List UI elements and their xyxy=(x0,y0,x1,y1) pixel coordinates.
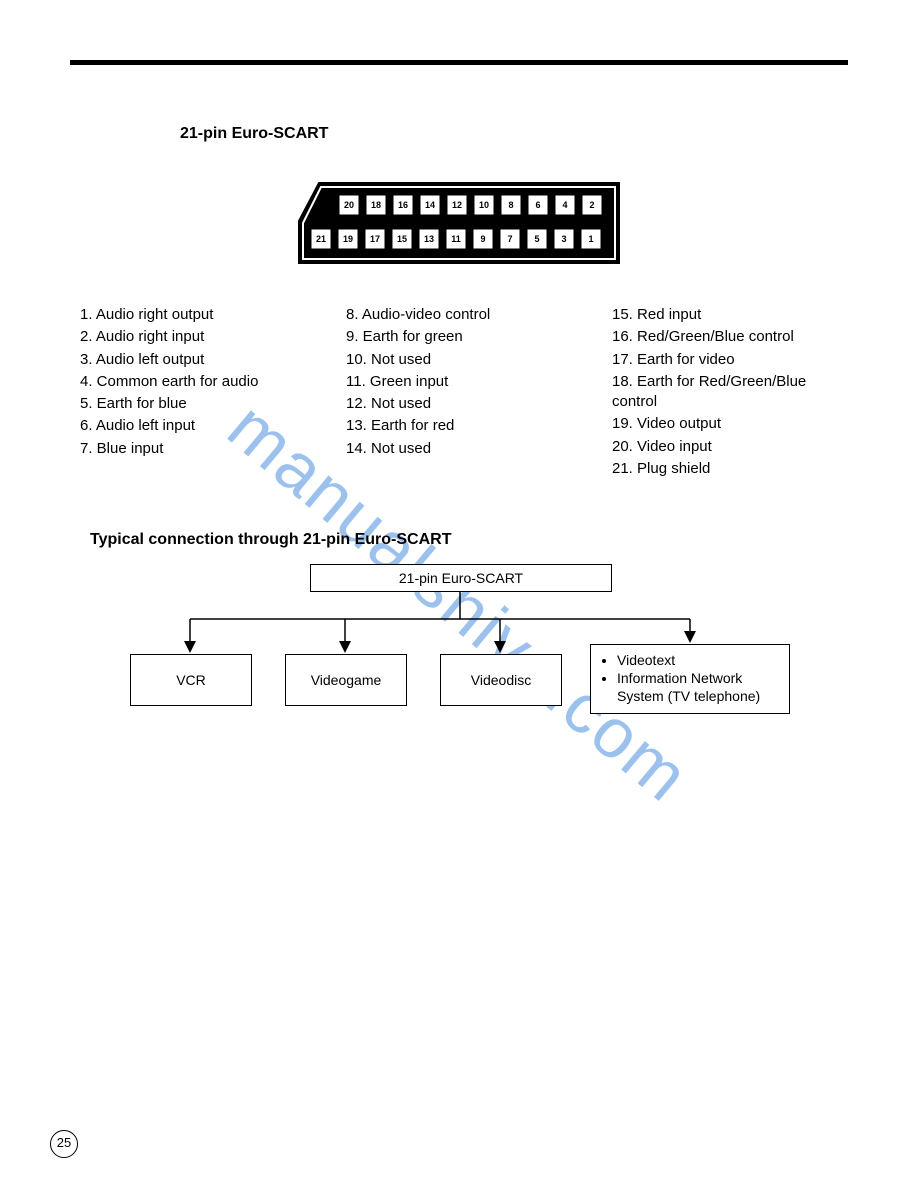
pin-description: 6. Audio left input xyxy=(80,416,306,436)
pin-description: 12. Not used xyxy=(346,394,572,414)
section-title: 21-pin Euro-SCART xyxy=(180,125,848,143)
svg-text:17: 17 xyxy=(370,234,380,244)
svg-text:18: 18 xyxy=(371,200,381,210)
pin-column-1: 1. Audio right output2. Audio right inpu… xyxy=(80,303,306,481)
pin-description: 2. Audio right input xyxy=(80,327,306,347)
svg-text:16: 16 xyxy=(398,200,408,210)
pin-description: 17. Earth for video xyxy=(612,350,838,370)
svg-text:13: 13 xyxy=(424,234,434,244)
svg-text:15: 15 xyxy=(397,234,407,244)
flow-info-item: Information Network System (TV telephone… xyxy=(617,669,779,705)
flow-box-videodisc: Videodisc xyxy=(440,654,562,706)
pin-description: 4. Common earth for audio xyxy=(80,372,306,392)
svg-text:7: 7 xyxy=(507,234,512,244)
connection-flowchart: 21-pin Euro-SCART VCR Videogame Videodis… xyxy=(130,564,790,714)
pin-description: 18. Earth for Red/Green/Blue control xyxy=(612,372,838,413)
pin-description: 21. Plug shield xyxy=(612,459,838,479)
svg-text:11: 11 xyxy=(451,234,461,244)
flow-box-vcr: VCR xyxy=(130,654,252,706)
pin-description-columns: 1. Audio right output2. Audio right inpu… xyxy=(80,303,838,481)
section-heading-2: Typical connection through 21-pin Euro-S… xyxy=(90,531,848,549)
svg-text:14: 14 xyxy=(425,200,435,210)
svg-text:9: 9 xyxy=(480,234,485,244)
svg-text:1: 1 xyxy=(588,234,593,244)
svg-text:12: 12 xyxy=(452,200,462,210)
pin-description: 9. Earth for green xyxy=(346,327,572,347)
pin-description: 20. Video input xyxy=(612,437,838,457)
svg-text:10: 10 xyxy=(479,200,489,210)
flow-box-videogame: Videogame xyxy=(285,654,407,706)
svg-text:2: 2 xyxy=(589,200,594,210)
svg-text:5: 5 xyxy=(534,234,539,244)
flow-top-box: 21-pin Euro-SCART xyxy=(310,564,612,592)
page-number: 25 xyxy=(50,1130,78,1158)
pin-description: 11. Green input xyxy=(346,372,572,392)
pin-description: 14. Not used xyxy=(346,439,572,459)
pin-description: 15. Red input xyxy=(612,305,838,325)
svg-text:21: 21 xyxy=(316,234,326,244)
pin-description: 16. Red/Green/Blue control xyxy=(612,327,838,347)
svg-text:4: 4 xyxy=(562,200,567,210)
pin-description: 5. Earth for blue xyxy=(80,394,306,414)
scart-connector-diagram: 20 18 16 14 12 10 8 6 4 2 21 19 17 15 13 11 9 7 5 3 1 xyxy=(289,173,629,273)
svg-text:6: 6 xyxy=(535,200,540,210)
pin-column-3: 15. Red input16. Red/Green/Blue control 1… xyxy=(612,303,838,481)
svg-text:19: 19 xyxy=(343,234,353,244)
pin-description: 7. Blue input xyxy=(80,439,306,459)
pin-description: 19. Video output xyxy=(612,414,838,434)
pin-description: 10. Not used xyxy=(346,350,572,370)
svg-text:20: 20 xyxy=(344,200,354,210)
svg-text:3: 3 xyxy=(561,234,566,244)
pin-description: 13. Earth for red xyxy=(346,416,572,436)
pin-description: 1. Audio right output xyxy=(80,305,306,325)
svg-text:8: 8 xyxy=(508,200,513,210)
pin-description: 8. Audio-video control xyxy=(346,305,572,325)
pin-description: 3. Audio left output xyxy=(80,350,306,370)
page-content: 21-pin Euro-SCART 2018161412108642 21191… xyxy=(0,0,918,754)
pin-column-2: 8. Audio-video control9. Earth for green… xyxy=(346,303,572,481)
flow-box-info: VideotextInformation Network System (TV … xyxy=(590,644,790,714)
flow-info-item: Videotext xyxy=(617,651,779,669)
top-rule xyxy=(70,60,848,65)
